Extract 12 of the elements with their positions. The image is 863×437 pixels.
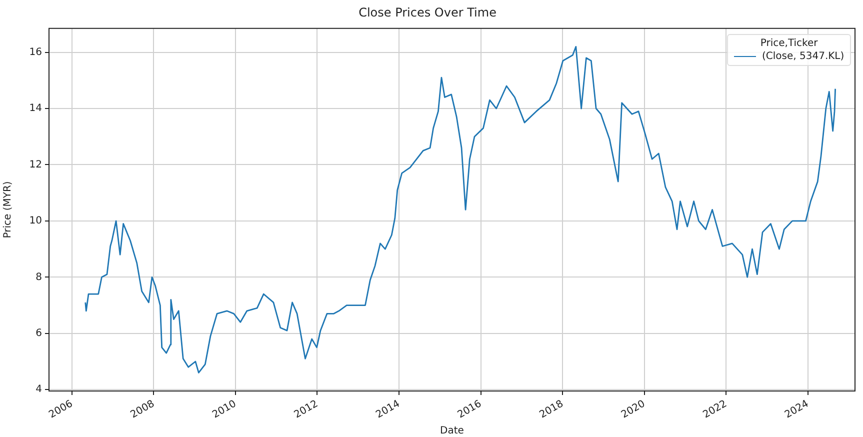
y-tick-label: 10 bbox=[29, 216, 42, 227]
y-tick-label: 6 bbox=[36, 328, 42, 339]
x-axis-title: Date bbox=[440, 426, 464, 437]
legend-title: Price,Ticker bbox=[759, 38, 819, 50]
y-tick-label: 12 bbox=[29, 159, 42, 170]
y-tick-label: 8 bbox=[36, 272, 42, 283]
y-tick-label: 16 bbox=[29, 46, 42, 58]
y-tick-label: 4 bbox=[36, 384, 42, 396]
legend-label: (Close, 5347.KL) bbox=[762, 51, 844, 62]
y-tick-label: 14 bbox=[29, 103, 42, 114]
y-axis-title: Price (MYR) bbox=[2, 181, 14, 238]
chart-title: Close Prices Over Time bbox=[358, 5, 496, 20]
